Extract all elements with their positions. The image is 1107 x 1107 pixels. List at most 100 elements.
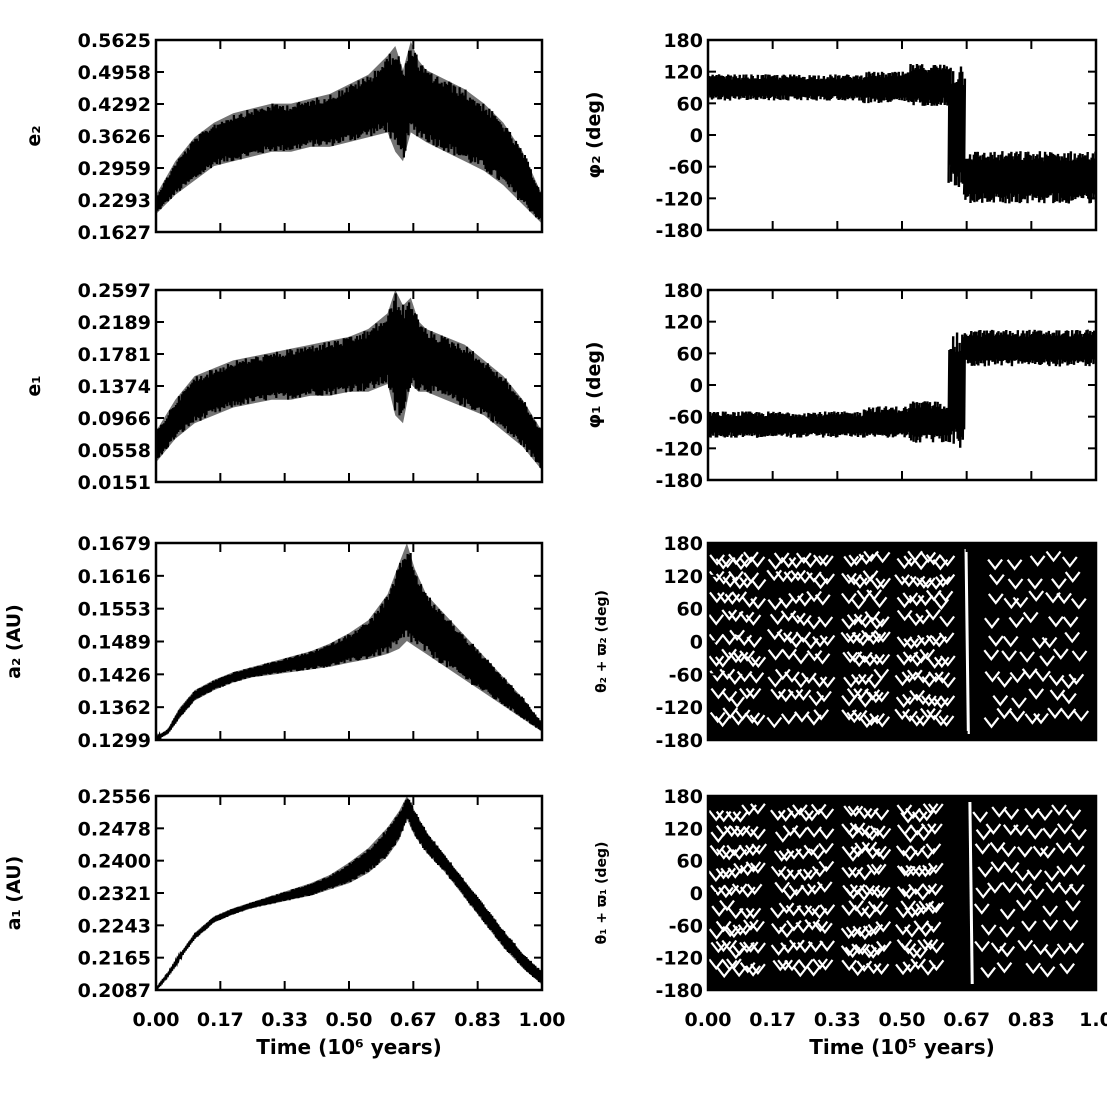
w1-ytick-label: 120: [663, 818, 703, 840]
a1-ytick-label: 0.2243: [78, 915, 151, 937]
e2-ytick-label: 0.2959: [78, 158, 151, 180]
a1-ytick-label: 0.2478: [78, 818, 151, 840]
w2-ytick-label: -180: [655, 730, 703, 752]
a1-ytick-label: 0.2165: [78, 948, 151, 970]
phi1-ytick-label: 120: [663, 312, 703, 334]
phi1-series-line: [708, 329, 1096, 448]
w1-xtick-label: 0.33: [814, 1009, 861, 1031]
w2-plot-area: [708, 543, 1096, 740]
a1-xlabel: Time (10⁶ years): [256, 1035, 442, 1059]
phi2-ylabel: φ₂ (deg): [583, 91, 605, 178]
phi2-axes-frame: [706, 38, 1098, 232]
phi1-ytick-label: 60: [677, 343, 703, 365]
e1-ytick-label: 0.2189: [78, 312, 151, 334]
a1-series-band: [156, 796, 542, 990]
phi2-ytick-label: 180: [663, 30, 703, 52]
a1-plot-area: [156, 796, 542, 990]
a2-ytick-label: 0.1362: [78, 697, 151, 719]
panel-a1: 0.2556 0.2478 0.2400 0.2321 0.2243 0.2165 0.20…: [3, 786, 565, 1059]
phi1-ytick-label: -60: [669, 407, 703, 429]
w2-ytick-label: 0: [690, 632, 703, 654]
w2-ytick-label: 120: [663, 566, 703, 588]
e1-series-band: [156, 290, 542, 471]
w2-ytick-label: -60: [669, 664, 703, 686]
e1-ytick-label: 0.0151: [78, 472, 151, 494]
w1-xtick-label: 0.00: [685, 1009, 732, 1031]
w1-xtick-label: 0.17: [749, 1009, 796, 1031]
a2-ytick-label: 0.1299: [78, 730, 151, 752]
e1-ytick-label: 0.2597: [78, 280, 151, 302]
a1-xtick-label: 0.00: [133, 1009, 180, 1031]
w1-ytick-label: -180: [655, 980, 703, 1002]
w1-ytick-label: -60: [669, 915, 703, 937]
phi1-ytick-label: -180: [655, 470, 703, 492]
a1-xtick-label: 0.83: [454, 1009, 501, 1031]
e2-ytick-label: 0.5625: [78, 30, 151, 52]
w2-ytick-label: 60: [677, 599, 703, 621]
a2-ylabel: a₂ (AU): [3, 604, 25, 679]
a2-ytick-label: 0.1553: [78, 599, 151, 621]
a2-series-band: [156, 543, 542, 740]
w1-ytick-label: 60: [677, 851, 703, 873]
a1-ytick-label: 0.2556: [78, 786, 151, 808]
a1-ytick-label: 0.2400: [78, 851, 151, 873]
a1-ylabel: a₁ (AU): [3, 856, 25, 931]
phi2-plot-area: [708, 63, 1096, 204]
e1-plot-area: [156, 290, 542, 471]
e1-ytick-label: 0.0966: [78, 408, 151, 430]
panel-e1: 0.2597 0.2189 0.1781 0.1374 0.0966 0.0558 0.01…: [23, 280, 544, 494]
phi1-ylabel: φ₁ (deg): [583, 341, 605, 428]
w1-xlabel: Time (10⁵ years): [809, 1035, 995, 1059]
panel-w2: 180 120 60 0 -60 -120 -180 θ₂ + ϖ₂ (deg): [594, 533, 1098, 752]
phi2-ytick-label: -120: [655, 188, 703, 210]
e2-plot-area: [156, 41, 542, 224]
w2-ytick-label: -120: [655, 697, 703, 719]
w1-ylabel: θ₁ + ϖ₁ (deg): [594, 842, 610, 945]
phi2-ytick-label: -60: [669, 157, 703, 179]
panel-a2: 0.1679 0.1616 0.1553 0.1489 0.1426 0.1362 0.12…: [3, 533, 544, 752]
e1-ytick-label: 0.1781: [78, 344, 151, 366]
a1-series-line: [156, 798, 542, 990]
e2-ytick-label: 0.1627: [78, 222, 151, 244]
w1-ytick-label: 180: [663, 786, 703, 808]
e1-ylabel: e₁: [23, 375, 45, 396]
e2-ytick-label: 0.4292: [78, 94, 151, 116]
a1-xtick-label: 0.17: [197, 1009, 244, 1031]
w2-ylabel: θ₂ + ϖ₂ (deg): [594, 590, 610, 693]
phi1-ytick-label: 180: [663, 280, 703, 302]
w1-xtick-label: 0.50: [879, 1009, 926, 1031]
w1-xtick-label: 0.67: [943, 1009, 990, 1031]
a1-xtick-label: 0.67: [390, 1009, 437, 1031]
w1-xtick-label: 1.0: [1079, 1009, 1107, 1031]
e2-ytick-label: 0.3626: [78, 126, 151, 148]
w1-plot-area: [708, 796, 1096, 990]
panel-phi1: 180 120 60 0 -60 -120 -180 φ₁ (deg): [583, 280, 1098, 492]
w1-xtick-label: 0.83: [1008, 1009, 1055, 1031]
e2-ytick-label: 0.4958: [78, 62, 151, 84]
a2-plot-area: [156, 543, 542, 740]
phi1-axes-frame: [706, 288, 1098, 482]
a2-ytick-label: 0.1426: [78, 664, 151, 686]
panel-phi2: 180 120 60 0 -60 -120 -180 φ₂ (deg): [583, 30, 1098, 242]
w2-points-gaps: [708, 550, 1090, 729]
e2-series-band: [156, 41, 542, 224]
w1-points-gaps: [708, 803, 1087, 979]
phi1-plot-area: [708, 329, 1096, 448]
e1-ytick-label: 0.0558: [78, 440, 151, 462]
w2-ytick-label: 180: [663, 533, 703, 555]
a1-xtick-label: 0.33: [261, 1009, 308, 1031]
phi2-series-line: [708, 63, 1096, 204]
panel-e2: 0.5625 0.4958 0.4292 0.3626 0.2959 0.2293 0.16…: [23, 30, 544, 244]
phi2-ytick-label: 120: [663, 62, 703, 84]
phi2-ytick-label: 0: [690, 125, 703, 147]
a1-ytick-label: 0.2087: [78, 980, 151, 1002]
phi2-ytick-label: 60: [677, 93, 703, 115]
a1-ytick-label: 0.2321: [78, 883, 151, 905]
a2-ytick-label: 0.1679: [78, 533, 151, 555]
phi2-ytick-label: -180: [655, 220, 703, 242]
w1-ytick-label: 0: [690, 883, 703, 905]
w2-jump-line: [964, 548, 970, 735]
phi1-ytick-label: 0: [690, 375, 703, 397]
panel-w1: 180 120 60 0 -60 -120 -180 0.00 0.17 0.33 0.50 0.67…: [594, 786, 1107, 1059]
